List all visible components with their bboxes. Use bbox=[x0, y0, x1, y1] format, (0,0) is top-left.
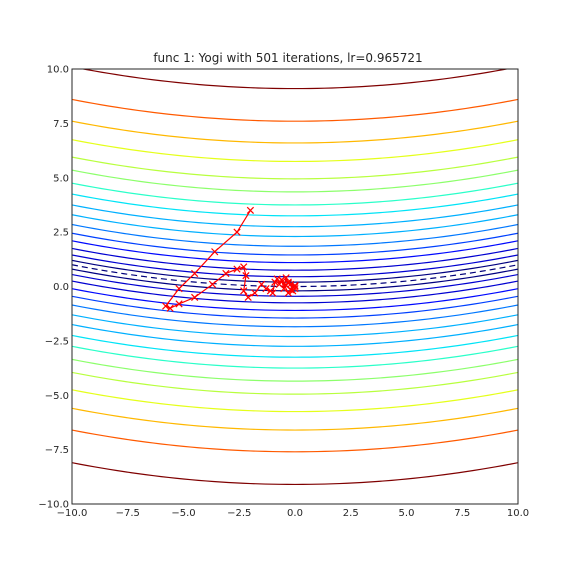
x-tick-label: −5.0 bbox=[171, 508, 195, 519]
y-tick-label: −7.5 bbox=[45, 445, 69, 456]
data-point bbox=[291, 285, 299, 293]
contour-line bbox=[72, 295, 518, 319]
data-point bbox=[240, 263, 248, 271]
data-point bbox=[284, 279, 292, 287]
y-tick-label: 10.0 bbox=[47, 65, 69, 76]
data-point bbox=[284, 278, 292, 286]
contour-line bbox=[72, 288, 518, 312]
x-tick-label: −10.0 bbox=[57, 508, 88, 519]
data-point bbox=[269, 289, 277, 297]
y-tick-label: −10.0 bbox=[38, 500, 69, 511]
contour-line bbox=[72, 259, 518, 283]
chart-title: func 1: Yogi with 501 iterations, lr=0.9… bbox=[153, 51, 423, 65]
data-point bbox=[282, 274, 290, 282]
data-point bbox=[271, 278, 279, 286]
contour-line bbox=[72, 314, 518, 338]
data-point bbox=[175, 300, 183, 308]
y-tick-label: 2.5 bbox=[53, 228, 69, 239]
contour-line bbox=[72, 247, 518, 271]
y-tick-label: 5.0 bbox=[53, 173, 69, 184]
contour-line bbox=[72, 273, 518, 297]
contour-line bbox=[72, 254, 518, 278]
contour-line bbox=[72, 429, 518, 453]
contour-line bbox=[72, 345, 518, 369]
optimizer-trajectory bbox=[162, 206, 299, 312]
data-point bbox=[191, 293, 199, 301]
x-tick-label: 7.5 bbox=[454, 508, 470, 519]
y-tick-label: 7.5 bbox=[53, 119, 69, 130]
x-tick-label: −7.5 bbox=[116, 508, 140, 519]
data-point bbox=[222, 269, 230, 278]
data-point bbox=[191, 269, 199, 278]
data-point bbox=[162, 302, 170, 310]
contour-line bbox=[72, 182, 518, 206]
data-point bbox=[244, 293, 252, 301]
contour-line bbox=[72, 358, 518, 382]
contour-line bbox=[72, 462, 518, 486]
data-point bbox=[262, 285, 270, 293]
data-point bbox=[277, 276, 286, 284]
contour-line bbox=[72, 240, 518, 264]
data-point bbox=[233, 228, 241, 236]
y-tick-label: −2.5 bbox=[45, 336, 69, 347]
contour-line bbox=[72, 98, 518, 122]
x-tick-label: 10.0 bbox=[507, 508, 529, 519]
contour-line bbox=[72, 334, 518, 358]
x-tick-label: −2.5 bbox=[227, 508, 251, 519]
data-point bbox=[284, 289, 292, 297]
data-point bbox=[242, 272, 250, 280]
x-axis-ticks: −10.0 −7.5 −5.0 −2.5 0.0 2.5 5.0 7.5 10.0 bbox=[57, 508, 529, 519]
contour-line bbox=[72, 169, 518, 193]
data-point bbox=[273, 275, 281, 283]
y-tick-label: 0.0 bbox=[53, 282, 69, 293]
data-point bbox=[175, 285, 183, 293]
contour-line bbox=[72, 223, 518, 247]
data-point bbox=[251, 289, 259, 297]
contour-line bbox=[72, 120, 518, 144]
contour-line bbox=[72, 389, 518, 413]
contour-line bbox=[80, 69, 510, 90]
y-tick-label: −5.0 bbox=[45, 391, 69, 402]
contour-line bbox=[72, 214, 518, 238]
x-tick-label: 5.0 bbox=[399, 508, 415, 519]
data-point bbox=[240, 287, 248, 295]
contour-line bbox=[72, 268, 518, 292]
contour-line bbox=[72, 156, 518, 180]
contour-line bbox=[72, 304, 518, 328]
contour-line bbox=[72, 371, 518, 395]
contour-line bbox=[72, 407, 518, 431]
data-point bbox=[246, 206, 255, 214]
y-axis-ticks: −10.0 −7.5 −5.0 −2.5 0.0 2.5 5.0 7.5 10.0 bbox=[38, 65, 69, 511]
data-point bbox=[211, 248, 219, 256]
contour-line bbox=[72, 139, 518, 163]
contour-lines bbox=[72, 69, 518, 486]
data-point bbox=[166, 304, 174, 312]
x-tick-label: 2.5 bbox=[343, 508, 359, 519]
contour-line bbox=[72, 193, 518, 217]
data-point bbox=[208, 280, 217, 288]
contour-line bbox=[72, 232, 518, 256]
plot-frame bbox=[71, 68, 519, 505]
contour-line bbox=[72, 204, 518, 228]
contour-line bbox=[72, 280, 518, 304]
data-point bbox=[233, 265, 241, 273]
data-point bbox=[291, 281, 299, 290]
data-point bbox=[291, 282, 299, 291]
contour-line bbox=[72, 323, 518, 347]
x-tick-label: 0.0 bbox=[287, 508, 303, 519]
